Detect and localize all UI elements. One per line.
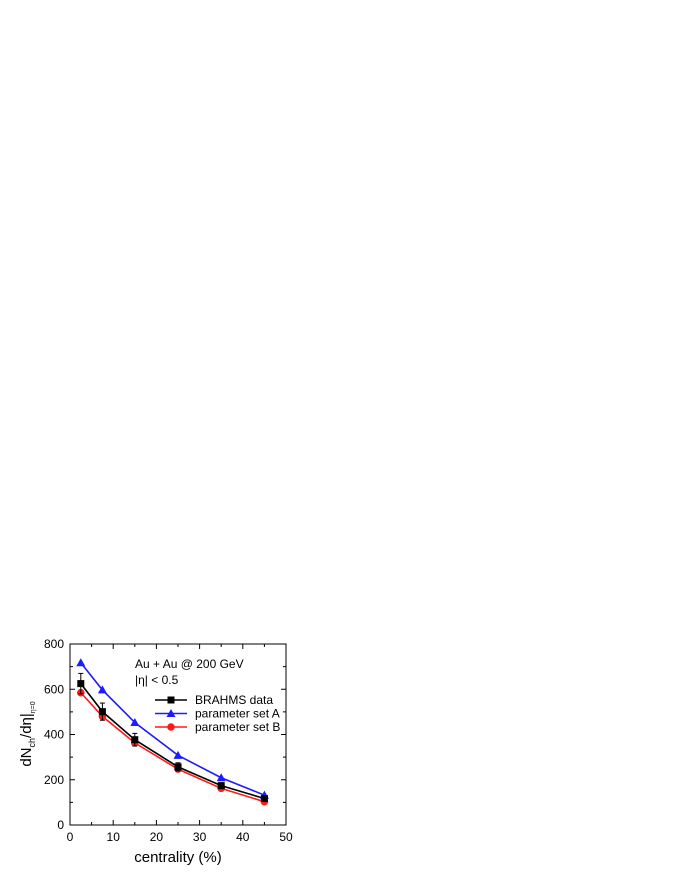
series-line	[80, 662, 265, 796]
y-tick-label: 400	[44, 728, 64, 742]
y-label-sub-eta: η=0	[30, 701, 37, 713]
legend-label: parameter set A	[195, 707, 280, 721]
x-tick-label: 0	[67, 830, 74, 844]
y-tick-label: 0	[57, 818, 64, 832]
x-axis-label: centrality (%)	[134, 849, 222, 866]
legend-marker	[167, 723, 175, 731]
series-layer	[76, 658, 269, 806]
annotation-system: Au + Au @ 200 GeV	[135, 657, 244, 671]
y-tick-label: 200	[44, 773, 64, 787]
series-brahms-data	[77, 672, 268, 803]
y-axis-label: dNch/dη|η=0	[18, 701, 37, 766]
y-tick-label: 600	[44, 682, 64, 696]
x-tick-label: 40	[236, 830, 250, 844]
y-label-sub-ch: ch	[27, 738, 37, 748]
data-point	[173, 750, 183, 759]
data-point	[216, 773, 226, 782]
x-tick-label: 20	[150, 830, 164, 844]
legend-label: parameter set B	[195, 720, 280, 734]
data-point	[131, 736, 139, 744]
annotation-eta-cut: |η| < 0.5	[135, 673, 179, 687]
data-point	[97, 685, 107, 694]
y-tick-label: 800	[44, 637, 64, 651]
legend-marker	[166, 709, 176, 717]
series-parameter-set-a	[76, 658, 269, 799]
data-point	[260, 795, 268, 803]
data-point	[98, 708, 106, 716]
axis-tick-labels: 0 10 20 30 40 50 0 200 400 600 800	[44, 637, 293, 844]
series-line	[80, 692, 265, 803]
data-point	[130, 718, 140, 727]
series-line	[80, 683, 265, 800]
axis-ticks	[69, 643, 287, 826]
x-tick-label: 30	[193, 830, 207, 844]
data-point	[76, 658, 86, 667]
data-point	[174, 763, 182, 771]
legend-marker	[167, 696, 175, 704]
data-point	[217, 782, 225, 790]
x-tick-label: 50	[279, 830, 293, 844]
y-label-main: dN	[18, 747, 35, 766]
data-point	[77, 680, 85, 688]
x-tick-label: 10	[107, 830, 121, 844]
legend-label: BRAHMS data	[195, 693, 273, 707]
y-label-mid: /dη|	[18, 713, 35, 738]
